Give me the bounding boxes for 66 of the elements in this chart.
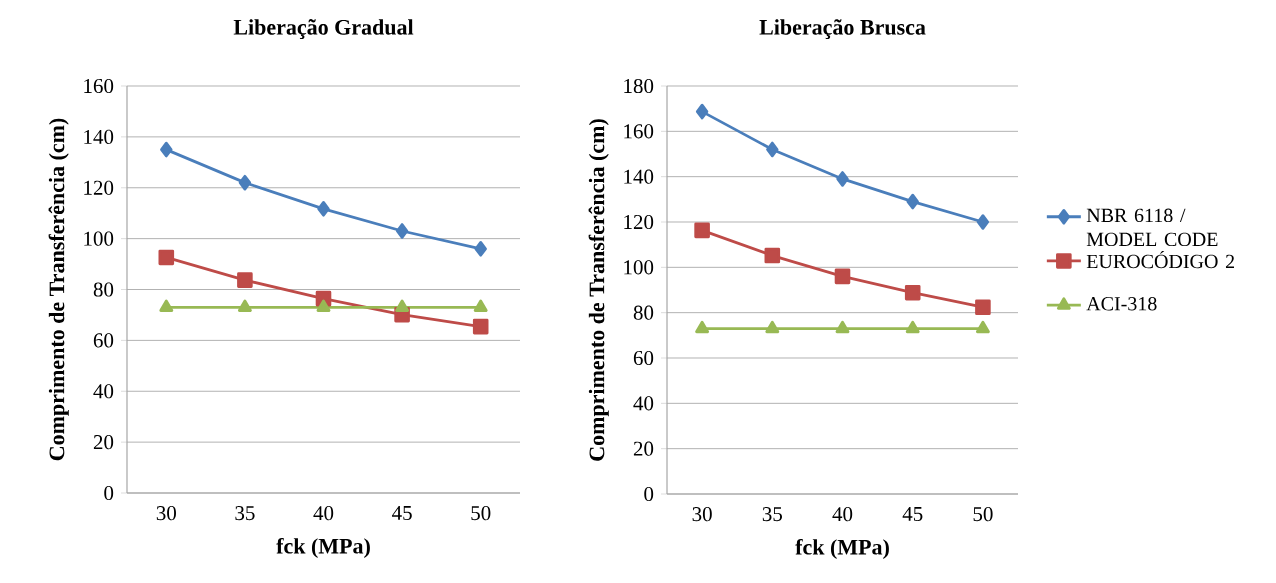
point [159, 299, 174, 312]
chart-title: Liberação Brusca [759, 19, 926, 39]
point [316, 299, 331, 312]
x-tick-label: 35 [762, 507, 782, 522]
y-axis-title: Comprimento de Transferência (cm) [48, 118, 69, 461]
y-tick-label: 80 [93, 282, 114, 297]
y-tick-label: 0 [104, 485, 114, 501]
y-tick-label: 20 [93, 435, 114, 450]
y-axis-title: Comprimento de Transferência (cm) [588, 119, 609, 461]
x-tick-label: 30 [692, 507, 712, 522]
y-tick-label: 140 [84, 129, 114, 144]
point [395, 223, 409, 239]
point [765, 320, 780, 334]
x-tick-label: 45 [902, 507, 923, 522]
y-tick-label: 0 [644, 486, 654, 502]
point [317, 201, 330, 217]
point [474, 241, 487, 257]
legend-label: EUROCÓDIGO 2 [1086, 250, 1234, 269]
y-tick-label: 60 [633, 350, 654, 366]
y-tick-label: 100 [84, 231, 114, 246]
point [695, 103, 709, 120]
point [472, 318, 489, 335]
point [976, 214, 990, 230]
x-tick-label: 40 [313, 506, 334, 521]
point [975, 299, 991, 316]
y-tick-label: 180 [624, 78, 654, 94]
point [695, 320, 710, 334]
y-tick-label: 40 [93, 384, 114, 399]
point [975, 320, 990, 334]
point [237, 272, 253, 288]
y-tick-label: 40 [633, 396, 654, 411]
point [160, 141, 173, 158]
point [764, 247, 781, 264]
point [395, 299, 410, 312]
y-tick-label: 20 [633, 441, 654, 456]
x-tick-label: 30 [156, 506, 176, 521]
point [237, 299, 252, 312]
chart-title: Liberação Gradual [233, 19, 414, 39]
point [238, 174, 252, 191]
point [766, 141, 779, 158]
x-tick-label: 35 [235, 506, 255, 521]
point [834, 268, 851, 285]
x-axis-title: fck (MPa) [276, 537, 370, 559]
legend-label: NBR 6118 / MODEL CODE [1086, 208, 1218, 247]
point [158, 249, 175, 266]
x-tick-label: 50 [973, 507, 993, 522]
point [473, 299, 488, 312]
y-tick-label: 160 [84, 78, 114, 94]
x-tick-label: 45 [392, 506, 412, 521]
y-tick-label: 80 [633, 305, 654, 320]
y-tick-label: 100 [624, 260, 654, 275]
y-tick-label: 140 [624, 169, 654, 184]
x-tick-label: 50 [471, 506, 491, 521]
x-axis-title: fck (MPa) [795, 538, 889, 560]
point [904, 284, 921, 301]
legend-label: ACI-318 [1086, 296, 1157, 311]
point [905, 320, 920, 334]
point [694, 222, 710, 239]
point [906, 193, 919, 210]
y-tick-label: 60 [93, 333, 114, 348]
y-tick-label: 120 [84, 180, 114, 195]
y-tick-label: 120 [624, 214, 654, 230]
y-tick-label: 160 [624, 124, 654, 139]
point [836, 171, 849, 187]
x-tick-label: 40 [832, 507, 853, 522]
point [835, 320, 850, 334]
